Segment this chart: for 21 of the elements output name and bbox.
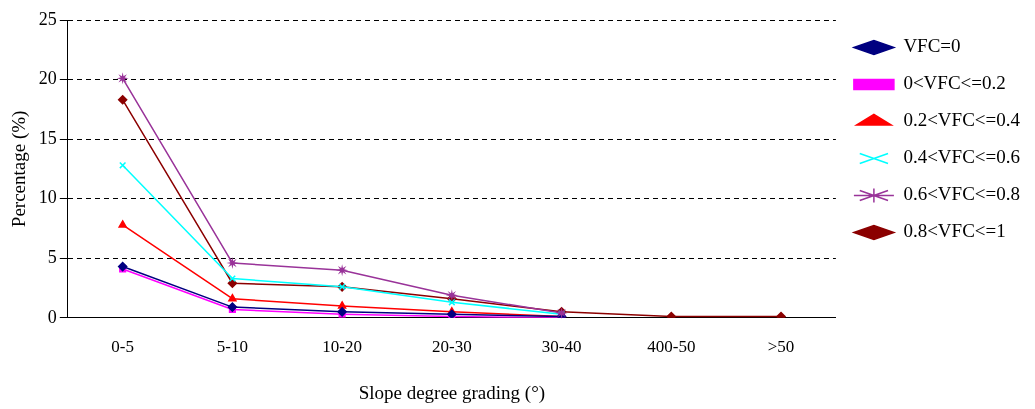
x-tick-label: 20-30	[432, 337, 472, 357]
y-tick-label: 5	[47, 246, 57, 267]
y-tick-label: 10	[38, 187, 57, 208]
y-tick-label: 15	[38, 127, 57, 148]
x-tick-label: 30-40	[541, 337, 582, 357]
legend-label: 0.4<VFC<=0.6	[903, 146, 1020, 168]
x-tick-label: 0-5	[111, 337, 134, 357]
legend-label: 0.6<VFC<=0.8	[903, 183, 1020, 205]
legend-label: 0.2<VFC<=0.4	[903, 109, 1021, 131]
x-tick-label: 400-50	[647, 337, 696, 357]
y-tick-label: 25	[38, 8, 57, 29]
x-axis-title: Slope degree grading (°)	[358, 381, 546, 404]
x-tick-label: 5-10	[216, 337, 248, 357]
legend-label: 0<VFC<=0.2	[903, 72, 1006, 94]
legend-label: VFC=0	[903, 35, 961, 57]
y-tick-label: 20	[38, 68, 57, 89]
legend-label: 0.8<VFC<=1	[903, 220, 1006, 242]
y-axis-title: Percentage (%)	[8, 110, 31, 228]
x-tick-label: 10-20	[322, 337, 362, 357]
y-tick-label: 0	[47, 306, 57, 327]
x-tick-label: >50	[767, 337, 795, 357]
